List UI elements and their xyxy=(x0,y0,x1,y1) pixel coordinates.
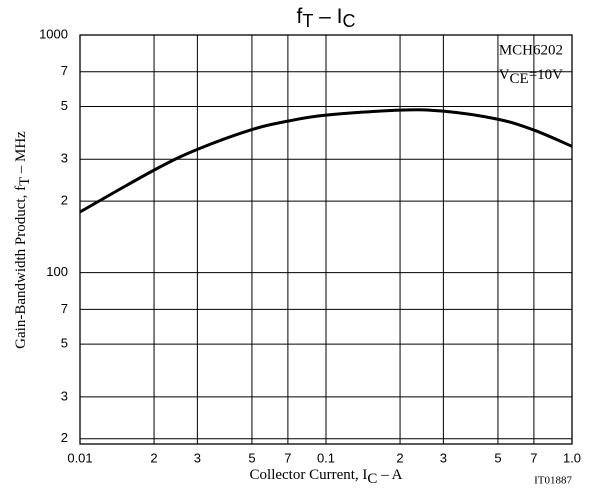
x-axis-label: Collector Current, IC – A xyxy=(250,467,403,487)
y-tick-label: 7 xyxy=(61,63,68,78)
title-part: – xyxy=(313,5,336,28)
title-part: f xyxy=(296,5,302,28)
x-tick-label: 0.1 xyxy=(317,450,335,465)
annotation-part: CE xyxy=(510,71,529,87)
y-tick-label: 5 xyxy=(61,98,68,113)
plot-frame xyxy=(79,34,573,445)
x-tick-label: 0.01 xyxy=(67,450,92,465)
x-tick-label: 5 xyxy=(248,450,255,465)
chart-title: fT – IC xyxy=(296,5,355,31)
x-tick-label: 1.0 xyxy=(563,450,581,465)
y-tick-label: 100 xyxy=(46,264,68,279)
figure-code: IT01887 xyxy=(534,475,572,487)
label-part: T xyxy=(17,177,33,186)
annotation: VCE=10V xyxy=(499,67,563,87)
y-tick-label: 2 xyxy=(61,430,68,445)
annotation-part: V xyxy=(499,67,510,83)
y-tick-label: 7 xyxy=(61,301,68,316)
x-tick-label: 5 xyxy=(494,450,501,465)
label-part: Gain-Bandwidth Product, f xyxy=(13,186,29,349)
x-tick-label: 7 xyxy=(284,450,291,465)
x-tick-label: 2 xyxy=(150,450,157,465)
label-part: C xyxy=(367,471,377,487)
label-part: – MHz xyxy=(13,131,29,177)
label-part: Collector Current, I xyxy=(250,467,368,483)
annotation: MCH6202 xyxy=(499,42,563,58)
label-part: – A xyxy=(377,467,402,483)
title-part: C xyxy=(343,11,356,31)
y-tick-label: 5 xyxy=(61,336,68,351)
x-tick-label: 3 xyxy=(194,450,201,465)
y-tick-label: 2 xyxy=(61,193,68,208)
title-part: I xyxy=(337,5,343,28)
y-tick-label: 3 xyxy=(61,151,68,166)
title-part: T xyxy=(302,11,313,31)
x-tick-label: 2 xyxy=(396,450,403,465)
x-tick-label: 7 xyxy=(530,450,537,465)
y-axis-label: Gain-Bandwidth Product, fT – MHz xyxy=(13,131,33,349)
y-tick-label: 1000 xyxy=(39,26,68,41)
y-tick-label: 3 xyxy=(61,388,68,403)
data-line xyxy=(79,108,573,214)
x-tick-label: 3 xyxy=(440,450,447,465)
